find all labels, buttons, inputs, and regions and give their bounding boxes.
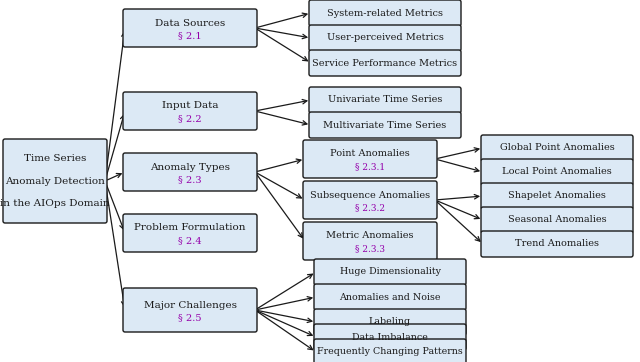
FancyBboxPatch shape <box>309 25 461 51</box>
FancyBboxPatch shape <box>123 153 257 191</box>
Text: Input Data: Input Data <box>162 101 218 110</box>
FancyBboxPatch shape <box>481 207 633 233</box>
Text: § 2.1: § 2.1 <box>178 31 202 41</box>
FancyBboxPatch shape <box>123 92 257 130</box>
Text: Trend Anomalies: Trend Anomalies <box>515 240 599 248</box>
FancyBboxPatch shape <box>481 183 633 209</box>
FancyBboxPatch shape <box>314 309 466 335</box>
Text: Metric Anomalies: Metric Anomalies <box>326 232 413 240</box>
Text: Time Series: Time Series <box>24 153 86 163</box>
Text: Frequently Changing Patterns: Frequently Changing Patterns <box>317 348 463 357</box>
Text: § 2.4: § 2.4 <box>178 236 202 245</box>
Text: System-related Metrics: System-related Metrics <box>327 8 443 17</box>
FancyBboxPatch shape <box>314 259 466 285</box>
Text: Point Anomalies: Point Anomalies <box>330 150 410 159</box>
FancyBboxPatch shape <box>309 0 461 26</box>
Text: User-perceived Metrics: User-perceived Metrics <box>326 34 444 42</box>
FancyBboxPatch shape <box>303 181 437 219</box>
Text: in the AIOps Domain: in the AIOps Domain <box>0 199 110 209</box>
Text: § 2.2: § 2.2 <box>178 114 202 123</box>
FancyBboxPatch shape <box>314 324 466 350</box>
FancyBboxPatch shape <box>481 159 633 185</box>
Text: Local Point Anomalies: Local Point Anomalies <box>502 168 612 177</box>
FancyBboxPatch shape <box>303 222 437 260</box>
FancyBboxPatch shape <box>123 214 257 252</box>
FancyBboxPatch shape <box>309 50 461 76</box>
FancyBboxPatch shape <box>314 339 466 362</box>
Text: Anomaly Types: Anomaly Types <box>150 163 230 172</box>
Text: § 2.5: § 2.5 <box>179 313 202 323</box>
FancyBboxPatch shape <box>309 112 461 138</box>
Text: Service Performance Metrics: Service Performance Metrics <box>312 59 458 67</box>
Text: Data Sources: Data Sources <box>155 18 225 28</box>
Text: Anomalies and Noise: Anomalies and Noise <box>339 292 441 302</box>
Text: Problem Formulation: Problem Formulation <box>134 223 246 232</box>
Text: Subsequence Anomalies: Subsequence Anomalies <box>310 190 430 199</box>
FancyBboxPatch shape <box>3 139 107 223</box>
Text: Shapelet Anomalies: Shapelet Anomalies <box>508 191 606 201</box>
Text: § 2.3.2: § 2.3.2 <box>355 203 385 212</box>
Text: Data Imbalance: Data Imbalance <box>352 333 428 341</box>
Text: Major Challenges: Major Challenges <box>143 300 237 310</box>
Text: Labeling: Labeling <box>369 317 411 327</box>
Text: § 2.3.1: § 2.3.1 <box>355 163 385 172</box>
FancyBboxPatch shape <box>481 135 633 161</box>
Text: Seasonal Anomalies: Seasonal Anomalies <box>508 215 606 224</box>
Text: § 2.3.3: § 2.3.3 <box>355 244 385 253</box>
FancyBboxPatch shape <box>309 87 461 113</box>
Text: Multivariate Time Series: Multivariate Time Series <box>323 121 447 130</box>
Text: Anomaly Detection: Anomaly Detection <box>5 177 105 185</box>
FancyBboxPatch shape <box>314 284 466 310</box>
Text: Huge Dimensionality: Huge Dimensionality <box>339 268 440 277</box>
FancyBboxPatch shape <box>123 9 257 47</box>
Text: § 2.3: § 2.3 <box>178 176 202 185</box>
FancyBboxPatch shape <box>303 140 437 178</box>
Text: Univariate Time Series: Univariate Time Series <box>328 96 442 105</box>
FancyBboxPatch shape <box>123 288 257 332</box>
Text: Global Point Anomalies: Global Point Anomalies <box>500 143 614 152</box>
FancyBboxPatch shape <box>481 231 633 257</box>
